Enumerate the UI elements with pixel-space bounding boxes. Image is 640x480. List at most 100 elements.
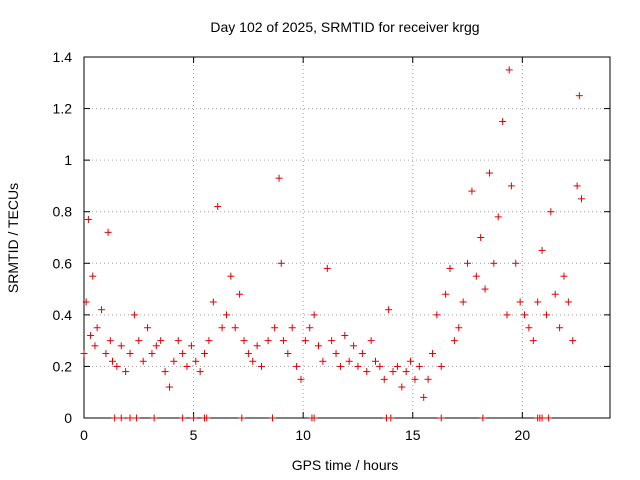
data-point xyxy=(179,350,187,358)
data-point xyxy=(288,324,296,332)
data-point xyxy=(218,324,226,332)
data-point xyxy=(358,350,366,358)
data-point xyxy=(341,331,349,339)
y-tick-label: 0.8 xyxy=(53,204,73,220)
x-tick-label: 5 xyxy=(190,427,198,443)
data-point xyxy=(222,311,230,319)
data-point xyxy=(315,342,323,350)
data-point xyxy=(411,375,419,383)
data-point xyxy=(521,311,529,319)
data-point xyxy=(575,92,583,100)
data-point xyxy=(126,414,134,422)
data-point xyxy=(538,246,546,254)
data-point xyxy=(525,324,533,332)
data-point xyxy=(102,350,110,358)
grid-lines xyxy=(84,57,610,418)
data-point xyxy=(479,414,487,422)
data-point xyxy=(192,357,200,365)
data-point xyxy=(407,357,415,365)
data-point xyxy=(310,311,318,319)
data-point xyxy=(547,208,555,216)
data-point xyxy=(306,324,314,332)
data-point xyxy=(122,368,130,376)
data-point xyxy=(98,306,106,314)
data-point xyxy=(227,272,235,280)
data-point xyxy=(275,174,283,182)
data-point xyxy=(442,290,450,298)
data-point xyxy=(459,298,467,306)
data-point xyxy=(201,350,209,358)
data-point xyxy=(578,195,586,203)
data-point xyxy=(402,368,410,376)
data-point xyxy=(165,383,173,391)
data-point xyxy=(214,203,222,211)
data-point xyxy=(485,169,493,177)
data-point xyxy=(569,337,577,345)
data-point xyxy=(231,324,239,332)
data-point xyxy=(468,187,476,195)
data-point xyxy=(393,362,401,370)
data-point xyxy=(209,298,217,306)
data-point xyxy=(203,414,211,422)
y-tick-label: 0.4 xyxy=(53,307,73,323)
data-point xyxy=(538,414,546,422)
data-point xyxy=(503,311,511,319)
data-point xyxy=(135,337,143,345)
data-point xyxy=(148,350,156,358)
data-point xyxy=(507,182,515,190)
data-point xyxy=(455,324,463,332)
data-point xyxy=(301,337,309,345)
data-point xyxy=(133,414,141,422)
data-point xyxy=(516,298,524,306)
data-point xyxy=(336,362,344,370)
data-point xyxy=(437,362,445,370)
data-point xyxy=(481,285,489,293)
data-point xyxy=(161,368,169,376)
data-point xyxy=(139,357,147,365)
data-point xyxy=(93,324,101,332)
data-point xyxy=(152,342,160,350)
y-tick-label: 0 xyxy=(64,410,72,426)
data-point xyxy=(529,337,537,345)
data-point xyxy=(249,357,257,365)
data-point xyxy=(264,337,272,345)
data-point xyxy=(284,350,292,358)
data-point xyxy=(564,298,572,306)
x-tick-label: 20 xyxy=(515,427,531,443)
axis-ticks: 0 5 10 15 20 0 0.2 0.4 0.6 0.8 1 1.2 1.4 xyxy=(53,49,610,443)
plot-area-frame xyxy=(83,56,611,419)
y-tick-label: 1.4 xyxy=(53,49,73,65)
data-point xyxy=(106,337,114,345)
data-point xyxy=(108,357,116,365)
chart-title: Day 102 of 2025, SRMTID for receiver krg… xyxy=(210,19,479,35)
data-point xyxy=(450,337,458,345)
data-point xyxy=(157,337,165,345)
data-point xyxy=(380,375,388,383)
data-point xyxy=(398,383,406,391)
data-point xyxy=(464,259,472,267)
data-point xyxy=(505,66,513,74)
y-axis-label: SRMTID / TECUs xyxy=(5,183,21,293)
data-point xyxy=(236,290,244,298)
data-point xyxy=(268,414,276,422)
data-point xyxy=(534,298,542,306)
x-tick-label: 15 xyxy=(405,427,421,443)
data-point xyxy=(512,259,520,267)
data-point xyxy=(319,357,327,365)
y-tick-label: 0.6 xyxy=(53,255,73,271)
data-point xyxy=(174,337,182,345)
data-point xyxy=(104,228,112,236)
y-tick-label: 1 xyxy=(64,152,72,168)
data-point xyxy=(389,368,397,376)
data-point xyxy=(253,342,261,350)
data-point xyxy=(367,337,375,345)
data-point xyxy=(258,362,266,370)
data-point xyxy=(170,357,178,365)
data-points xyxy=(80,66,586,422)
data-point xyxy=(354,362,362,370)
data-point xyxy=(179,414,187,422)
data-point xyxy=(126,350,134,358)
data-point xyxy=(350,342,358,350)
data-point xyxy=(332,350,340,358)
